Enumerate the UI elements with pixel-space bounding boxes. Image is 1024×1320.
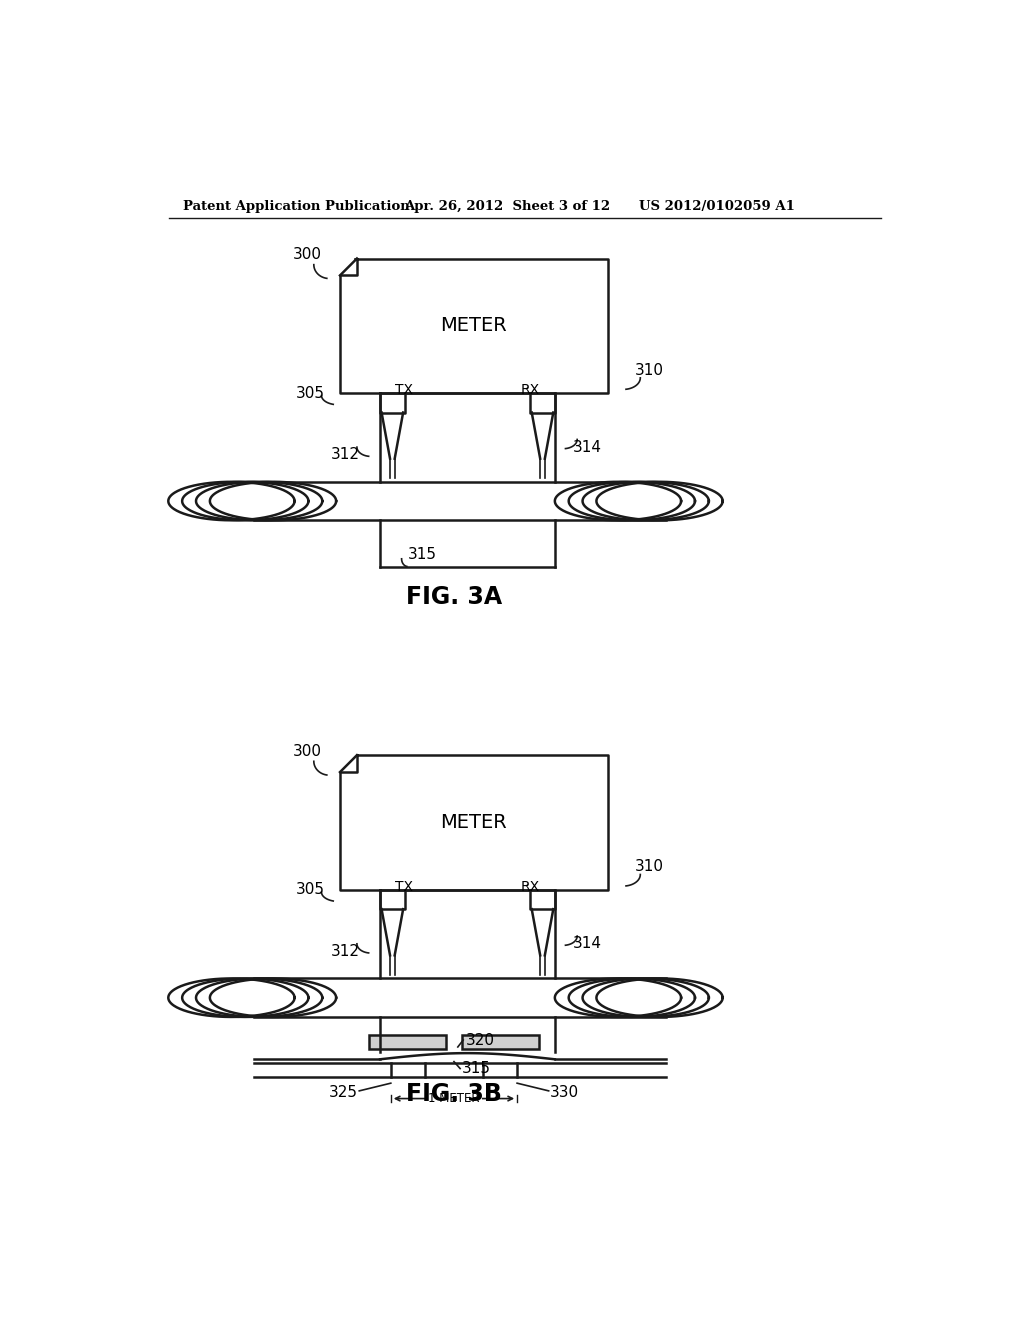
- Text: RX: RX: [520, 879, 540, 894]
- Text: 310: 310: [635, 363, 664, 378]
- Text: FIG. 3B: FIG. 3B: [407, 1082, 502, 1106]
- Text: METER: METER: [440, 317, 507, 335]
- Text: 315: 315: [462, 1061, 490, 1076]
- Text: TX: TX: [395, 879, 414, 894]
- Text: Apr. 26, 2012  Sheet 3 of 12: Apr. 26, 2012 Sheet 3 of 12: [403, 199, 610, 213]
- Text: 320: 320: [466, 1032, 495, 1048]
- Text: 305: 305: [296, 385, 325, 401]
- FancyBboxPatch shape: [462, 1035, 539, 1049]
- Text: 312: 312: [331, 447, 360, 462]
- Text: FIG. 3A: FIG. 3A: [406, 585, 502, 610]
- Text: Patent Application Publication: Patent Application Publication: [183, 199, 410, 213]
- Text: 300: 300: [293, 743, 322, 759]
- Text: 314: 314: [573, 440, 602, 454]
- Text: 314: 314: [573, 936, 602, 952]
- Text: 325: 325: [329, 1085, 357, 1100]
- Text: 315: 315: [408, 548, 437, 562]
- Text: 1 METER: 1 METER: [428, 1092, 479, 1105]
- Text: 305: 305: [296, 882, 325, 898]
- Text: METER: METER: [440, 813, 507, 832]
- Text: TX: TX: [395, 383, 414, 397]
- Text: US 2012/0102059 A1: US 2012/0102059 A1: [639, 199, 795, 213]
- Text: 300: 300: [293, 247, 322, 263]
- Text: RX: RX: [520, 383, 540, 397]
- Text: 312: 312: [331, 944, 360, 960]
- Text: 330: 330: [550, 1085, 580, 1100]
- FancyBboxPatch shape: [370, 1035, 446, 1049]
- Text: 310: 310: [635, 859, 664, 874]
